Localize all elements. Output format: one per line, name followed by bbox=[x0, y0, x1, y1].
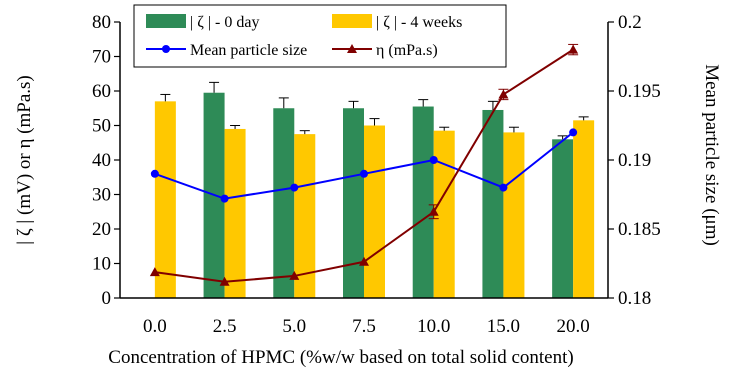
legend-label: η (mPa.s) bbox=[376, 42, 438, 59]
y-axis-right-title: Mean particle size (μm) bbox=[701, 64, 722, 246]
particle-size-point bbox=[569, 128, 578, 137]
particle-size-point bbox=[499, 183, 508, 192]
particle-size-point bbox=[360, 169, 368, 178]
legend-swatch bbox=[332, 14, 372, 28]
x-tick-label: 10.0 bbox=[417, 316, 450, 337]
y-left-tick-label: 0 bbox=[102, 288, 112, 309]
bar-zeta-0day bbox=[482, 109, 504, 298]
viscosity-point bbox=[428, 206, 439, 216]
y-left-tick-label: 10 bbox=[92, 254, 111, 275]
legend-label: | ζ | - 0 day bbox=[190, 14, 259, 31]
y-left-tick-label: 70 bbox=[92, 47, 111, 68]
bar-zeta-4weeks bbox=[154, 101, 176, 298]
bar-zeta-0day bbox=[412, 106, 434, 299]
legend-label: | ζ | - 4 weeks bbox=[376, 14, 462, 31]
y-right-tick-label: 0.18 bbox=[618, 288, 651, 309]
bar-zeta-4weeks bbox=[573, 120, 595, 298]
bar-zeta-4weeks bbox=[364, 125, 385, 298]
x-axis-title: Concentration of HPMC (%w/w based on tot… bbox=[108, 347, 573, 368]
y-left-tick-label: 60 bbox=[92, 81, 111, 102]
y-left-tick-label: 20 bbox=[92, 219, 111, 240]
y-axis-left-title: | ζ | (mV) or η (mPa.s) bbox=[14, 75, 35, 244]
viscosity-point bbox=[149, 267, 160, 277]
legend-box bbox=[133, 4, 507, 68]
y-right-tick-label: 0.2 bbox=[618, 12, 642, 33]
lines-layer bbox=[149, 43, 579, 286]
y-right-tick-label: 0.19 bbox=[618, 150, 651, 171]
legend-swatch bbox=[146, 14, 186, 28]
viscosity-point bbox=[498, 89, 509, 99]
x-tick-label: 0.0 bbox=[143, 316, 167, 337]
x-tick-label: 5.0 bbox=[282, 316, 306, 337]
y-left-tick-label: 50 bbox=[92, 116, 111, 137]
bar-zeta-0day bbox=[552, 139, 574, 298]
y-left-tick-label: 80 bbox=[92, 12, 111, 33]
viscosity-point bbox=[289, 270, 300, 280]
x-tick-label: 2.5 bbox=[213, 316, 237, 337]
viscosity-point bbox=[359, 256, 369, 266]
x-tick-label: 7.5 bbox=[352, 316, 376, 337]
y-right-tick-label: 0.195 bbox=[618, 81, 661, 102]
bar-zeta-4weeks bbox=[433, 130, 455, 298]
bar-zeta-0day bbox=[343, 108, 364, 298]
legend-label: Mean particle size bbox=[190, 42, 307, 59]
particle-size-point bbox=[290, 183, 299, 192]
bar-zeta-4weeks bbox=[503, 132, 525, 298]
viscosity-point bbox=[568, 44, 579, 54]
legend-marker bbox=[347, 44, 357, 53]
particle-size-point bbox=[150, 169, 159, 178]
bar-zeta-0day bbox=[273, 108, 295, 298]
axes-layer: 0 10 20 30 40 50 60 70 80 0.18 0.185 0.19 0.195 0.2 0.… bbox=[92, 12, 661, 337]
bar-zeta-4weeks bbox=[224, 128, 246, 298]
y-right-tick-label: 0.185 bbox=[618, 219, 661, 240]
y-left-tick-label: 40 bbox=[92, 150, 111, 171]
x-tick-label: 15.0 bbox=[487, 316, 520, 337]
y-left-tick-label: 30 bbox=[92, 185, 111, 206]
x-tick-label: 20.0 bbox=[557, 316, 590, 337]
particle-size-point bbox=[429, 156, 438, 164]
legend: | ζ | - 0 day | ζ | - 4 weeks Mean particl… bbox=[133, 4, 507, 68]
viscosity-point bbox=[219, 276, 230, 286]
particle-size-point bbox=[220, 194, 229, 203]
bars-layer bbox=[154, 81, 595, 299]
legend-marker bbox=[162, 45, 170, 53]
bar-zeta-4weeks bbox=[294, 134, 316, 298]
